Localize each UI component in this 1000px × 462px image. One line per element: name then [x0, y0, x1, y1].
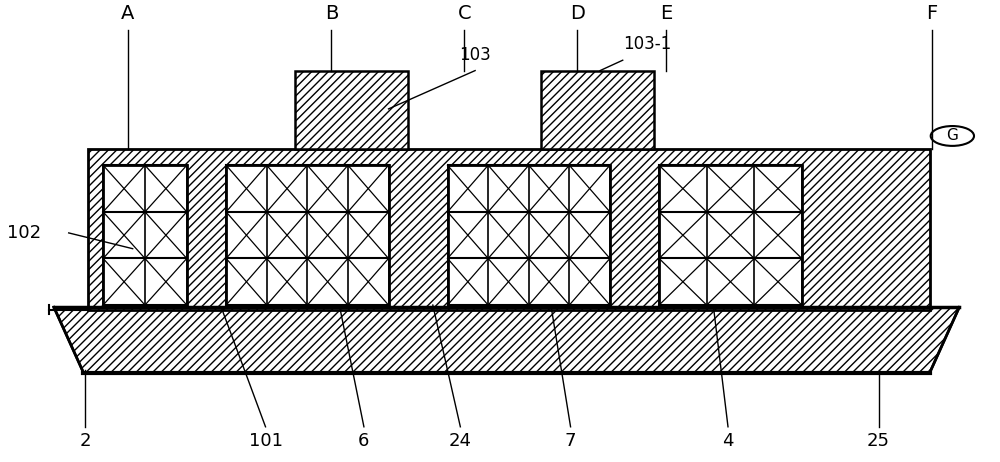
Text: C: C [457, 4, 471, 23]
Text: B: B [325, 4, 338, 23]
Text: 103: 103 [459, 46, 491, 64]
Text: 2: 2 [80, 432, 91, 450]
Bar [88, 150, 930, 310]
Text: 103-1: 103-1 [623, 36, 671, 54]
Bar [295, 71, 408, 150]
Text: E: E [660, 4, 672, 23]
Text: G: G [946, 128, 958, 144]
Text: F: F [926, 4, 937, 23]
Text: D: D [570, 4, 585, 23]
Text: 7: 7 [565, 432, 576, 450]
Bar [103, 165, 187, 305]
Text: 6: 6 [358, 432, 370, 450]
Bar [448, 165, 610, 305]
Text: 4: 4 [722, 432, 734, 450]
Bar [659, 165, 802, 305]
Text: A: A [121, 4, 134, 23]
Text: 101: 101 [249, 432, 283, 450]
Polygon shape [54, 307, 959, 373]
Bar [541, 71, 654, 150]
Text: 102: 102 [7, 224, 41, 242]
Text: 25: 25 [867, 432, 890, 450]
Text: 24: 24 [449, 432, 472, 450]
Bar [226, 165, 389, 305]
